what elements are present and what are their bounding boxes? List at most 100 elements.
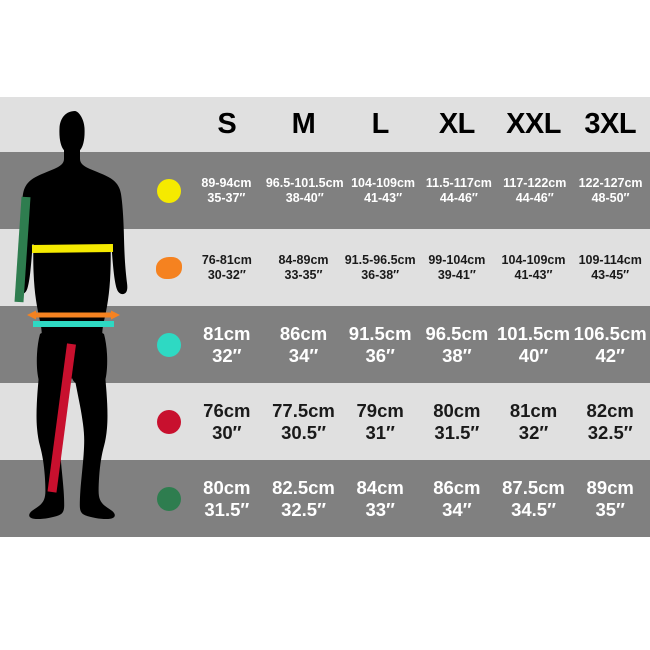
column-header-label: M	[291, 108, 316, 141]
measurement-cm: 11.5-117cm	[425, 175, 492, 190]
measurement-cell: 79cm 31″	[343, 383, 418, 460]
measurement-inch: 43-45″	[591, 267, 630, 282]
measurement-inch: 34″	[288, 344, 319, 366]
measurement-cm: 76-81cm	[201, 252, 252, 267]
measurement-inch: 38-40″	[285, 190, 324, 205]
measurement-cm: 84-89cm	[278, 252, 329, 267]
measurement-cell: 101.5cm 40″	[496, 306, 571, 383]
measurement-marker-cell	[150, 152, 187, 229]
measurement-cell: 91.5cm 36″	[343, 306, 418, 383]
measurement-inch: 48-50″	[591, 190, 630, 205]
measurement-inch: 35″	[595, 498, 625, 520]
measurement-cm: 81cm	[203, 322, 251, 344]
measurement-cell: 99-104cm 39-41″	[420, 229, 494, 306]
measurement-inch: 31″	[365, 421, 395, 443]
measurement-cm: 86cm	[279, 322, 328, 344]
measurement-inch: 41-43″	[514, 267, 553, 282]
sleeve-marker-dot	[156, 486, 181, 511]
measurement-cm: 96.5-101.5cm	[265, 175, 344, 190]
measurement-cm: 77.5cm	[272, 399, 335, 421]
measurement-inch: 32.5″	[281, 498, 326, 520]
table-header-corner	[150, 97, 187, 152]
measurement-inch: 33″	[365, 498, 395, 520]
measurement-cm: 122-127cm	[578, 175, 643, 190]
measurement-cell: 86cm 34″	[420, 460, 494, 537]
measurement-inch: 32.5″	[587, 421, 633, 443]
column-header-l: L	[343, 97, 418, 152]
measurement-cm: 117-122cm	[503, 175, 567, 190]
table-header-row: S M L XL XXL 3XL	[150, 97, 648, 152]
measurement-cell: 117-122cm 44-46″	[498, 152, 572, 229]
measurement-cm: 82.5cm	[272, 476, 335, 498]
measurement-inch: 34.5″	[511, 498, 556, 520]
table-row: 81cm 32″ 86cm 34″ 91.5cm 36″ 96.5cm 38″ 101.5cm 4…	[150, 306, 648, 383]
measurement-cell: 84cm 33″	[343, 460, 418, 537]
column-header-m: M	[266, 97, 341, 152]
measurement-cm: 84cm	[356, 476, 404, 498]
measurement-inch: 42″	[595, 344, 625, 366]
measurement-cm: 89-94cm	[201, 175, 252, 190]
column-header-label: L	[371, 108, 390, 141]
measurement-cm: 96.5cm	[425, 322, 489, 344]
measurement-cell: 84-89cm 33-35″	[266, 229, 341, 306]
measurement-inch: 31.5″	[204, 498, 250, 520]
hip-marker-dot	[156, 332, 181, 357]
measurement-inch: 44-46″	[515, 190, 554, 205]
waist-marker-dot	[155, 256, 182, 279]
column-header-xxl: XXL	[496, 97, 571, 152]
chest-marker-dot	[156, 178, 181, 203]
measurement-cell: 77.5cm 30.5″	[266, 383, 341, 460]
column-header-xl: XL	[420, 97, 494, 152]
measurement-cell: 82.5cm 32.5″	[266, 460, 341, 537]
measurement-inch: 31.5″	[434, 421, 480, 443]
measurement-cell: 106.5cm 42″	[573, 306, 648, 383]
measurement-cm: 81cm	[509, 399, 558, 421]
measurement-cm: 86cm	[433, 476, 481, 498]
measurement-inch: 32″	[212, 344, 242, 366]
measurement-cm: 104-109cm	[351, 175, 416, 190]
measurement-inch: 35-37″	[207, 190, 246, 205]
measurement-inch: 30-32″	[207, 267, 246, 282]
column-header-label: 3XL	[584, 108, 637, 141]
measurement-inch: 36-38″	[361, 267, 400, 282]
measurement-cell: 80cm 31.5″	[420, 383, 494, 460]
measurement-marker-cell	[150, 460, 187, 537]
measurement-cm: 101.5cm	[497, 322, 571, 344]
measurement-marker-cell	[150, 229, 187, 306]
inseam-measure-line	[47, 343, 76, 493]
measurement-inch: 30.5″	[281, 421, 326, 443]
measurement-cell: 96.5cm 38″	[420, 306, 494, 383]
measurement-cm: 99-104cm	[428, 252, 486, 267]
column-header-3xl: 3XL	[573, 97, 648, 152]
measurement-inch: 38″	[442, 344, 472, 366]
measurement-cm: 91.5cm	[348, 322, 412, 344]
measurement-cell: 81cm 32″	[496, 383, 571, 460]
measurement-cell: 91.5-96.5cm 36-38″	[343, 229, 418, 306]
table-row: 89-94cm 35-37″ 96.5-101.5cm 38-40″ 104-109cm…	[150, 152, 647, 229]
measurement-cell: 104-109cm 41-43″	[346, 152, 420, 229]
measurement-cell: 86cm 34″	[266, 306, 341, 383]
measurement-inch: 40″	[518, 344, 549, 366]
measurement-inch: 44-46″	[439, 190, 478, 205]
measurement-marker-cell	[150, 383, 187, 460]
measurement-cm: 80cm	[433, 399, 481, 421]
column-header-label: XL	[438, 108, 476, 141]
measurement-cell: 81cm 32″	[190, 306, 264, 383]
measurement-cm: 79cm	[356, 399, 404, 421]
measurement-cell: 76cm 30″	[190, 383, 264, 460]
size-table: S M L XL XXL 3XL 89-94cm 35-37″ 96.5-101.5cm 38-4…	[150, 97, 648, 538]
measurement-cm: 80cm	[203, 476, 251, 498]
measurement-cell: 96.5-101.5cm 38-40″	[265, 152, 344, 229]
measurement-cm: 82cm	[586, 399, 634, 421]
measurement-cell: 82cm 32.5″	[573, 383, 648, 460]
inseam-marker-dot	[156, 409, 181, 434]
measurement-inch: 30″	[212, 421, 242, 443]
table-row: 76-81cm 30-32″ 84-89cm 33-35″ 91.5-96.5cm 36-…	[150, 229, 648, 306]
measurement-cell: 109-114cm 43-45″	[573, 229, 648, 306]
column-header-label: XXL	[506, 108, 561, 141]
measurement-inch: 34″	[442, 498, 472, 520]
measurement-cm: 109-114cm	[578, 252, 642, 267]
table-row: 76cm 30″ 77.5cm 30.5″ 79cm 31″ 80cm 31.5″ 81cm 32…	[150, 383, 648, 460]
column-header-s: S	[190, 97, 264, 152]
